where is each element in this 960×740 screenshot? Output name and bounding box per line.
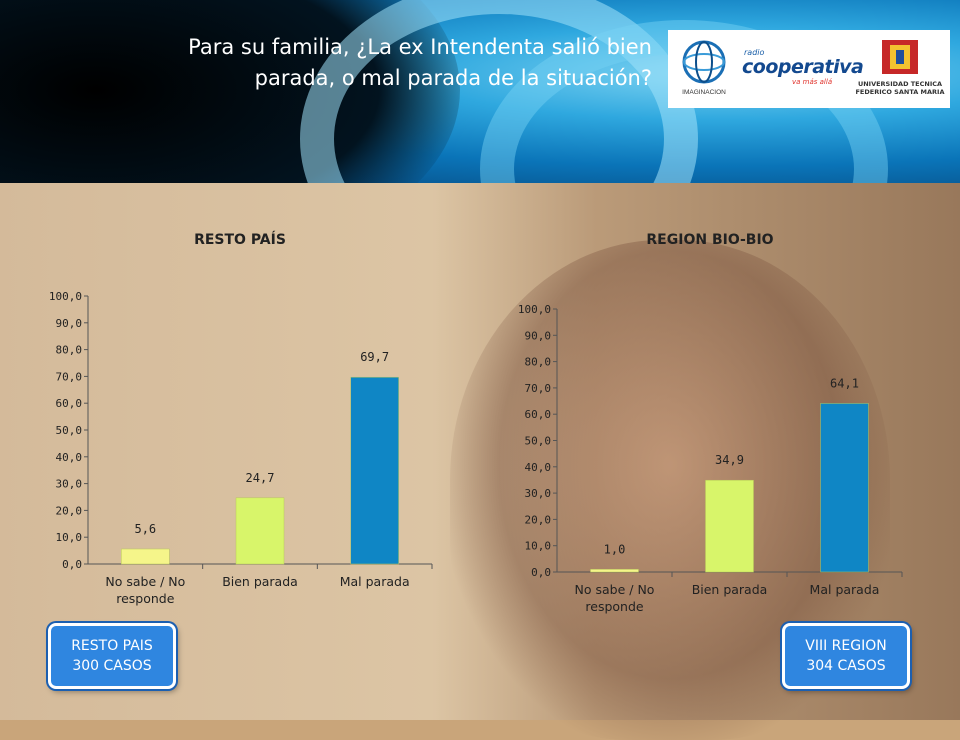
crest-icon: [882, 40, 918, 74]
y-tick-label: 50,0: [525, 435, 552, 448]
y-tick-label: 90,0: [525, 329, 552, 342]
y-tick-label: 50,0: [56, 424, 83, 437]
y-tick-label: 60,0: [525, 408, 552, 421]
imaginacion-logo: IMAGINACION: [678, 36, 730, 100]
y-tick-label: 80,0: [56, 344, 83, 357]
header-banner: Para su familia, ¿La ex Intendenta salió…: [0, 0, 960, 183]
chart-title: REGION BIO-BIO: [646, 232, 773, 248]
bar-1: [590, 569, 639, 573]
imaginacion-text: IMAGINACION: [682, 89, 726, 96]
y-tick-label: 30,0: [525, 487, 552, 500]
x-tick-label: responde: [585, 599, 644, 614]
utfsm-line2: FEDERICO SANTA MARIA: [855, 88, 945, 96]
y-tick-label: 0,0: [62, 558, 82, 571]
x-tick-label: Bien parada: [692, 582, 768, 597]
x-tick-label: Bien parada: [222, 574, 298, 589]
y-tick-label: 80,0: [525, 356, 552, 369]
y-tick-label: 10,0: [56, 531, 83, 544]
cooperativa-logo: radio cooperativa va más allá: [742, 48, 864, 88]
badge-left-line1: RESTO PAIS: [71, 638, 153, 654]
x-tick-label: No sabe / No: [105, 574, 185, 589]
x-tick-label: Mal parada: [810, 582, 880, 597]
cooperativa-text: cooperativa: [742, 56, 864, 78]
y-tick-label: 40,0: [525, 461, 552, 474]
data-label: 1,0: [604, 542, 626, 556]
x-tick-label: Mal parada: [340, 574, 410, 589]
bar-1: [121, 548, 170, 565]
y-tick-label: 100,0: [518, 303, 551, 316]
logo-strip: IMAGINACION radio cooperativa va más all…: [668, 30, 950, 108]
y-tick-label: 20,0: [56, 504, 83, 517]
y-tick-label: 70,0: [56, 370, 83, 383]
bar-2: [705, 479, 754, 573]
y-tick-label: 10,0: [525, 540, 552, 553]
y-tick-label: 60,0: [56, 397, 83, 410]
badge-right-line2: 304 CASOS: [806, 658, 886, 674]
badge-left-line2: 300 CASOS: [72, 658, 152, 674]
bar-2: [235, 497, 285, 565]
x-tick-label: No sabe / No: [575, 582, 655, 597]
chart-title: RESTO PAÍS: [194, 231, 286, 248]
x-tick-label: responde: [116, 591, 175, 606]
cooperativa-radio-text: radio: [744, 48, 765, 57]
y-tick-label: 70,0: [525, 382, 552, 395]
data-label: 69,7: [360, 350, 389, 364]
data-label: 64,1: [830, 376, 859, 390]
y-tick-label: 100,0: [49, 290, 82, 303]
y-tick-label: 20,0: [525, 513, 552, 526]
badge-resto-pais: RESTO PAIS 300 CASOS: [48, 623, 176, 689]
data-label: 34,9: [715, 453, 744, 467]
utfsm-logo: UNIVERSIDAD TECNICA FEDERICO SANTA MARIA: [854, 36, 946, 104]
bar-3: [350, 376, 399, 565]
y-tick-label: 90,0: [56, 317, 83, 330]
utfsm-line1: UNIVERSIDAD TECNICA: [857, 80, 943, 88]
utfsm-text: UNIVERSIDAD TECNICA FEDERICO SANTA MARIA: [854, 80, 946, 96]
data-label: 24,7: [246, 471, 275, 485]
charts-canvas: RESTO PAÍS 0,0 10,0 20,0 30,0 40,0 50,0 60,0 70,…: [49, 231, 903, 614]
badge-right-line1: VIII REGION: [805, 638, 887, 654]
page-title: Para su familia, ¿La ex Intendenta salió…: [188, 35, 652, 90]
bar-3: [820, 403, 869, 573]
cooperativa-tagline: va más allá: [792, 78, 833, 86]
y-tick-label: 0,0: [531, 566, 551, 579]
y-tick-label: 30,0: [56, 478, 83, 491]
data-label: 5,6: [134, 522, 156, 536]
y-tick-label: 40,0: [56, 451, 83, 464]
badge-viii-region: VIII REGION 304 CASOS: [782, 623, 910, 689]
